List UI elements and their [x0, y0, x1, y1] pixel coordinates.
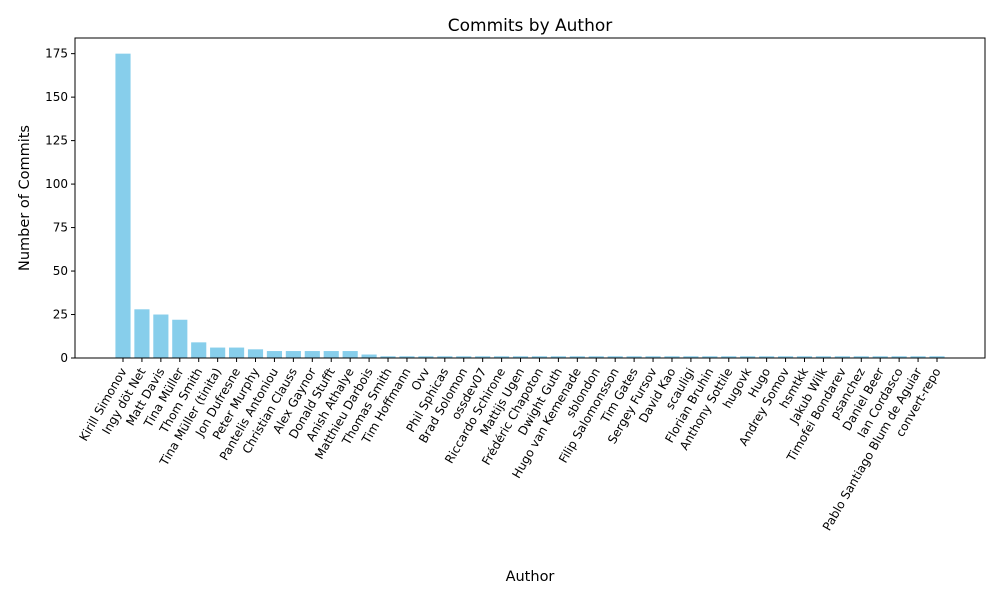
bar: [361, 354, 377, 358]
y-tick-label: 75: [53, 221, 68, 235]
bar: [475, 356, 491, 358]
bar: [664, 356, 680, 358]
x-axis-label: Author: [506, 569, 555, 585]
bar: [929, 356, 945, 358]
bar: [172, 319, 188, 358]
bar: [247, 349, 264, 358]
bar: [437, 356, 453, 358]
bar: [607, 356, 623, 358]
bar: [115, 53, 131, 359]
bar: [456, 356, 472, 358]
bar: [815, 356, 831, 358]
bar: [418, 356, 434, 358]
bar: [153, 314, 169, 358]
bar: [626, 356, 642, 358]
y-tick-label: 50: [53, 264, 68, 278]
bar: [759, 356, 775, 358]
bar: [796, 356, 813, 358]
plot-frame: [74, 37, 986, 359]
bar: [777, 356, 794, 358]
bar: [910, 356, 926, 358]
bar: [740, 356, 756, 358]
bar: [266, 351, 283, 358]
bar: [834, 356, 850, 358]
bar: [380, 356, 396, 358]
y-tick-label: 0: [60, 351, 68, 365]
bar: [853, 356, 869, 358]
bar: [229, 347, 245, 358]
bar: [891, 356, 907, 358]
bar: [645, 356, 661, 358]
bar: [285, 351, 301, 358]
bar: [304, 351, 320, 358]
bar: [683, 356, 699, 358]
bar: [323, 351, 339, 358]
bar: [531, 356, 548, 358]
chart-title: Commits by Author: [448, 16, 613, 36]
y-tick-label: 100: [45, 177, 68, 191]
bar: [210, 347, 226, 358]
bar: [550, 356, 566, 358]
bar: [569, 356, 585, 358]
bar: [342, 351, 358, 358]
bar: [191, 342, 207, 358]
y-tick-label: 125: [45, 134, 68, 148]
bar: [494, 356, 510, 358]
bar: [721, 356, 737, 358]
y-axis-label: Number of Commits: [17, 125, 33, 271]
bars-group: [115, 53, 945, 359]
bar: [399, 356, 415, 358]
bar: [872, 356, 888, 358]
y-tick-label: 175: [45, 47, 68, 61]
y-tick-label: 25: [53, 308, 68, 322]
bar: [512, 356, 529, 358]
bar: [134, 309, 150, 358]
bar: [588, 356, 604, 358]
bar: [702, 356, 718, 358]
y-tick-label: 150: [45, 90, 68, 104]
y-ticks-group: 0 25 50 75 100 125 150 175: [45, 47, 75, 365]
